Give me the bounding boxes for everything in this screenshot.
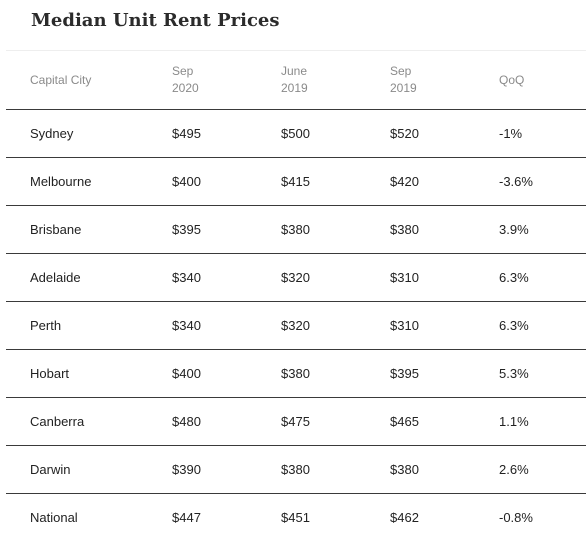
cell-june-2019: $380 bbox=[281, 350, 390, 398]
cell-qoq: 5.3% bbox=[499, 350, 586, 398]
cell-june-2019: $415 bbox=[281, 158, 390, 206]
cell-qoq: -1% bbox=[499, 110, 586, 158]
column-header-capital-city: Capital City bbox=[6, 51, 172, 110]
column-header-label: QoQ bbox=[499, 72, 586, 89]
cell-city: Brisbane bbox=[6, 206, 172, 254]
table-row: Sydney $495 $500 $520 -1% bbox=[6, 110, 586, 158]
cell-city: National bbox=[6, 494, 172, 541]
column-header-year: 2019 bbox=[281, 80, 390, 97]
cell-qoq: 1.1% bbox=[499, 398, 586, 446]
cell-sep-2019: $462 bbox=[390, 494, 499, 541]
cell-city: Melbourne bbox=[6, 158, 172, 206]
column-header-label: Sep bbox=[172, 63, 281, 80]
cell-city: Hobart bbox=[6, 350, 172, 398]
cell-sep-2019: $395 bbox=[390, 350, 499, 398]
cell-sep-2020: $495 bbox=[172, 110, 281, 158]
cell-sep-2020: $400 bbox=[172, 350, 281, 398]
table-row: Brisbane $395 $380 $380 3.9% bbox=[6, 206, 586, 254]
column-header-label: Capital City bbox=[30, 72, 172, 89]
page-title: Median Unit Rent Prices bbox=[31, 8, 280, 34]
table-row: National $447 $451 $462 -0.8% bbox=[6, 494, 586, 541]
cell-qoq: 2.6% bbox=[499, 446, 586, 494]
cell-june-2019: $320 bbox=[281, 302, 390, 350]
cell-june-2019: $451 bbox=[281, 494, 390, 541]
cell-june-2019: $380 bbox=[281, 206, 390, 254]
cell-sep-2019: $310 bbox=[390, 302, 499, 350]
table-row: Perth $340 $320 $310 6.3% bbox=[6, 302, 586, 350]
cell-qoq: -0.8% bbox=[499, 494, 586, 541]
cell-qoq: 3.9% bbox=[499, 206, 586, 254]
cell-june-2019: $320 bbox=[281, 254, 390, 302]
table-row: Canberra $480 $475 $465 1.1% bbox=[6, 398, 586, 446]
column-header-sep-2019: Sep 2019 bbox=[390, 51, 499, 110]
cell-sep-2020: $340 bbox=[172, 302, 281, 350]
cell-sep-2019: $420 bbox=[390, 158, 499, 206]
column-header-label: June bbox=[281, 63, 390, 80]
cell-qoq: 6.3% bbox=[499, 254, 586, 302]
table-row: Melbourne $400 $415 $420 -3.6% bbox=[6, 158, 586, 206]
column-header-sep-2020: Sep 2020 bbox=[172, 51, 281, 110]
table-header-row: Capital City Sep 2020 June 2019 Sep 2019… bbox=[6, 51, 586, 110]
cell-city: Perth bbox=[6, 302, 172, 350]
table-row: Darwin $390 $380 $380 2.6% bbox=[6, 446, 586, 494]
cell-city: Adelaide bbox=[6, 254, 172, 302]
cell-sep-2020: $400 bbox=[172, 158, 281, 206]
cell-june-2019: $500 bbox=[281, 110, 390, 158]
cell-qoq: -3.6% bbox=[499, 158, 586, 206]
cell-sep-2020: $395 bbox=[172, 206, 281, 254]
column-header-qoq: QoQ bbox=[499, 51, 586, 110]
cell-june-2019: $475 bbox=[281, 398, 390, 446]
cell-qoq: 6.3% bbox=[499, 302, 586, 350]
table-row: Adelaide $340 $320 $310 6.3% bbox=[6, 254, 586, 302]
cell-sep-2019: $380 bbox=[390, 446, 499, 494]
column-header-label: Sep bbox=[390, 63, 499, 80]
cell-sep-2019: $520 bbox=[390, 110, 499, 158]
cell-sep-2020: $480 bbox=[172, 398, 281, 446]
cell-sep-2019: $310 bbox=[390, 254, 499, 302]
cell-city: Sydney bbox=[6, 110, 172, 158]
cell-sep-2020: $340 bbox=[172, 254, 281, 302]
cell-sep-2020: $447 bbox=[172, 494, 281, 541]
rent-table-container: Capital City Sep 2020 June 2019 Sep 2019… bbox=[6, 50, 586, 541]
column-header-june-2019: June 2019 bbox=[281, 51, 390, 110]
column-header-year: 2020 bbox=[172, 80, 281, 97]
rent-table: Capital City Sep 2020 June 2019 Sep 2019… bbox=[6, 51, 586, 541]
cell-sep-2019: $465 bbox=[390, 398, 499, 446]
table-row: Hobart $400 $380 $395 5.3% bbox=[6, 350, 586, 398]
cell-city: Darwin bbox=[6, 446, 172, 494]
cell-sep-2019: $380 bbox=[390, 206, 499, 254]
column-header-year: 2019 bbox=[390, 80, 499, 97]
cell-june-2019: $380 bbox=[281, 446, 390, 494]
cell-sep-2020: $390 bbox=[172, 446, 281, 494]
cell-city: Canberra bbox=[6, 398, 172, 446]
